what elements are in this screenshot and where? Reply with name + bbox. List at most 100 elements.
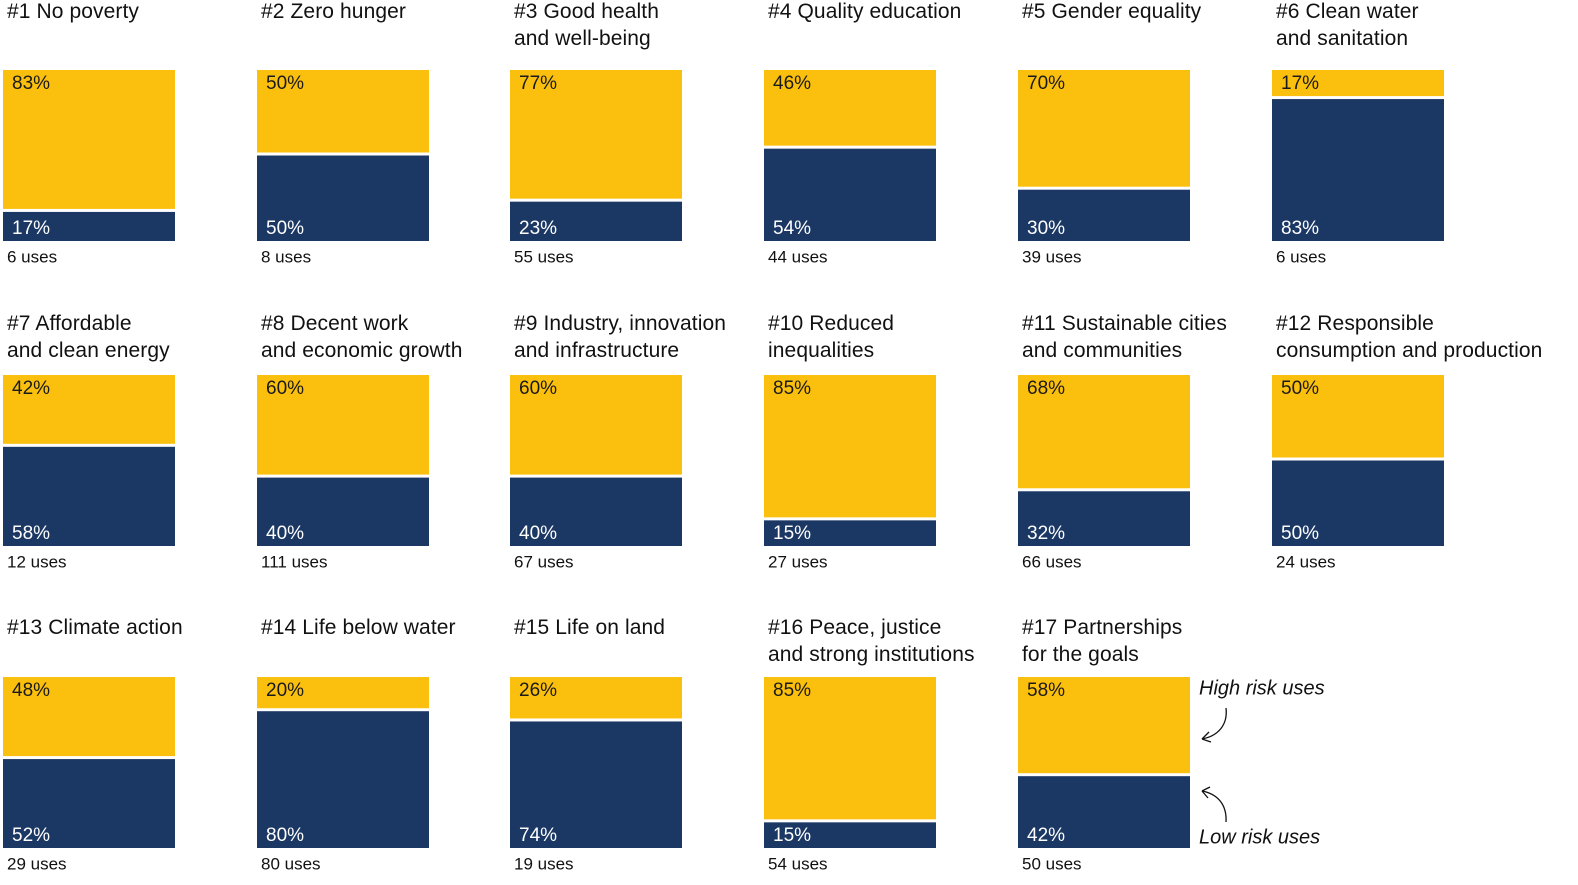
bar-segment xyxy=(1018,677,1190,774)
value-label: 30% xyxy=(1027,218,1065,239)
bar-segment xyxy=(257,155,429,241)
value-label: 48% xyxy=(12,680,50,701)
value-label: 50% xyxy=(1281,523,1319,544)
bar-segment xyxy=(3,759,175,848)
bar-segment xyxy=(510,70,682,199)
value-label: 52% xyxy=(12,825,50,846)
bar-segment xyxy=(3,211,175,241)
value-label: 26% xyxy=(519,680,557,701)
bar-segment xyxy=(3,70,175,209)
bar-segment xyxy=(1272,375,1444,458)
panel-title: #1 No poverty xyxy=(7,0,140,23)
value-label: 42% xyxy=(1027,825,1065,846)
bar-segment xyxy=(764,677,936,820)
use-count: 19 uses xyxy=(514,854,574,873)
legend-label: High risk uses xyxy=(1199,677,1325,699)
value-label: 83% xyxy=(12,73,50,94)
panel-title: #4 Quality education xyxy=(768,0,962,23)
value-label: 23% xyxy=(519,218,557,239)
bar-segment xyxy=(1018,189,1190,241)
value-label: 50% xyxy=(266,218,304,239)
bar-segment xyxy=(1272,460,1444,546)
panel-title: #2 Zero hunger xyxy=(261,0,406,23)
bar-segment xyxy=(510,477,682,546)
use-count: 6 uses xyxy=(1276,247,1326,266)
use-count: 6 uses xyxy=(7,247,57,266)
value-label: 15% xyxy=(773,523,811,544)
value-label: 40% xyxy=(519,523,557,544)
use-count: 24 uses xyxy=(1276,552,1336,571)
panel-title: #14 Life below water xyxy=(261,616,456,639)
legend-arrow xyxy=(1201,786,1227,823)
bar-segment xyxy=(3,446,175,546)
panel-title: #12 Responsible consumption and producti… xyxy=(1276,312,1543,362)
value-label: 32% xyxy=(1027,523,1065,544)
panel-title: #13 Climate action xyxy=(7,616,183,639)
bar-segment xyxy=(1272,99,1444,241)
bar-segment xyxy=(3,677,175,757)
panel-title: #11 Sustainable cities and communities xyxy=(1022,312,1227,362)
value-label: 60% xyxy=(519,378,557,399)
use-count: 54 uses xyxy=(768,854,828,873)
value-label: 77% xyxy=(519,73,557,94)
value-label: 40% xyxy=(266,523,304,544)
value-label: 50% xyxy=(266,73,304,94)
value-label: 74% xyxy=(519,825,557,846)
bar-segment xyxy=(257,70,429,153)
bar-segment xyxy=(764,520,936,546)
bar-segment xyxy=(510,721,682,848)
bar-segment xyxy=(1018,491,1190,546)
value-label: 80% xyxy=(266,825,304,846)
use-count: 8 uses xyxy=(261,247,311,266)
use-count: 80 uses xyxy=(261,854,321,873)
value-label: 60% xyxy=(266,378,304,399)
bar-segment xyxy=(1272,70,1444,97)
value-label: 50% xyxy=(1281,378,1319,399)
bar-segment xyxy=(257,677,429,709)
panel-title: #8 Decent work and economic growth xyxy=(261,312,463,362)
value-label: 85% xyxy=(773,378,811,399)
panel-title: #9 Industry, innovation and infrastructu… xyxy=(514,312,727,362)
bar-segment xyxy=(764,70,936,146)
bar-segment xyxy=(257,711,429,848)
bar-segment xyxy=(257,375,429,475)
value-label: 70% xyxy=(1027,73,1065,94)
value-label: 46% xyxy=(773,73,811,94)
use-count: 111 uses xyxy=(261,552,327,571)
value-label: 83% xyxy=(1281,218,1319,239)
use-count: 39 uses xyxy=(1022,247,1082,266)
value-label: 85% xyxy=(773,680,811,701)
bar-segment xyxy=(764,375,936,518)
legend-label: Low risk uses xyxy=(1199,826,1320,848)
panel-title: #6 Clean water and sanitation xyxy=(1276,0,1419,50)
use-count: 29 uses xyxy=(7,854,67,873)
use-count: 66 uses xyxy=(1022,552,1082,571)
use-count: 50 uses xyxy=(1022,854,1082,873)
value-label: 17% xyxy=(12,218,50,239)
value-label: 68% xyxy=(1027,378,1065,399)
panel-title: #15 Life on land xyxy=(514,616,666,639)
value-label: 15% xyxy=(773,825,811,846)
bar-segment xyxy=(510,677,682,719)
bar-segment xyxy=(1018,70,1190,187)
panel-title: #16 Peace, justice and strong institutio… xyxy=(768,616,975,666)
value-label: 58% xyxy=(12,523,50,544)
value-label: 20% xyxy=(266,680,304,701)
bar-segment xyxy=(764,148,936,241)
value-label: 17% xyxy=(1281,73,1319,94)
panel-title: #7 Affordable and clean energy xyxy=(7,312,170,362)
bar-segment xyxy=(1018,776,1190,848)
value-label: 58% xyxy=(1027,680,1065,701)
value-label: 42% xyxy=(12,378,50,399)
bar-segment xyxy=(510,201,682,241)
panel-title: #3 Good health and well-being xyxy=(514,0,660,50)
use-count: 67 uses xyxy=(514,552,574,571)
panel-title: #17 Partnerships for the goals xyxy=(1022,616,1183,666)
panel-title: #10 Reduced inequalities xyxy=(768,312,895,362)
use-count: 27 uses xyxy=(768,552,828,571)
value-label: 54% xyxy=(773,218,811,239)
bar-segment xyxy=(764,822,936,848)
bar-segment xyxy=(1018,375,1190,489)
